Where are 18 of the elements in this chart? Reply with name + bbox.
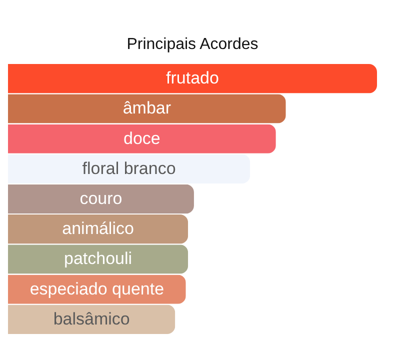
y-tick-label: floral branco [82,158,176,178]
y-tick-label: patchouli [64,249,132,268]
chart-title: Principais Acordes [126,36,258,53]
bar [8,244,188,274]
y-tick-label: frutado [166,68,219,88]
y-tick-label: balsâmico [53,309,130,328]
y-tick-label: especiado quente [30,279,164,298]
bar [8,64,377,94]
y-tick-label: âmbar [122,98,172,118]
y-tick-label: animálico [62,219,134,238]
bar [8,184,194,214]
bar [8,124,276,154]
bar [8,214,188,244]
bar [8,94,286,124]
bar [8,304,176,334]
bar [8,154,250,184]
y-tick-label: couro [80,189,122,208]
y-tick-label: doce [124,128,160,148]
